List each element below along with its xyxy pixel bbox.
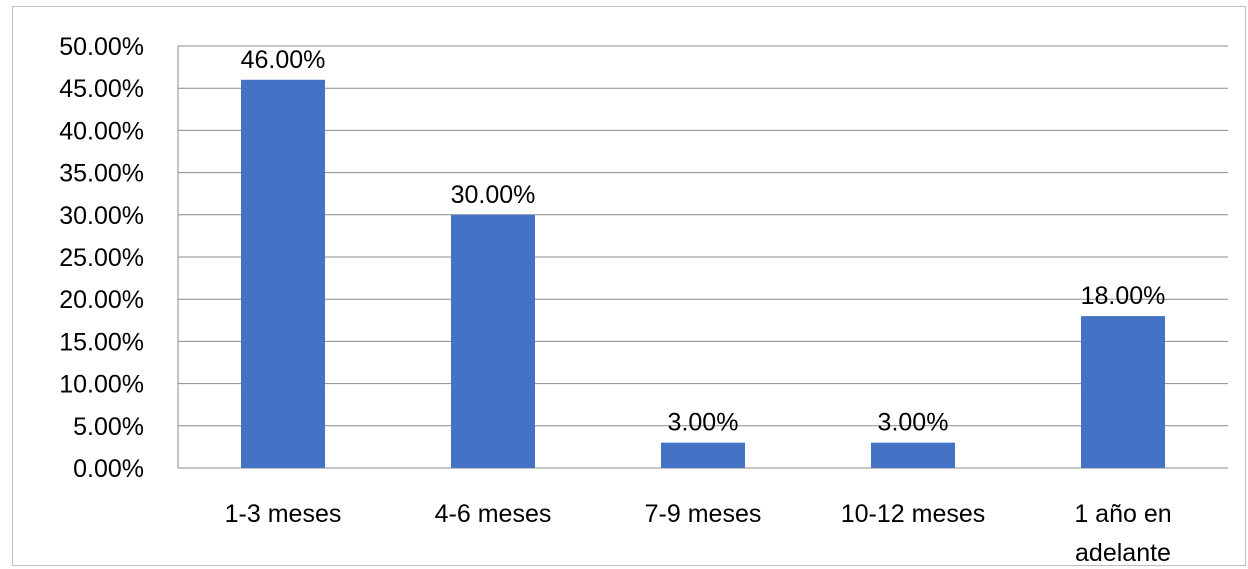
y-tick-label: 50.00% (59, 33, 144, 61)
x-tick-label: 10-12 meses (841, 500, 986, 528)
y-tick-label: 35.00% (59, 160, 144, 188)
y-tick-label: 30.00% (59, 202, 144, 230)
bar (451, 214, 535, 468)
bar (661, 442, 745, 468)
data-label: 3.00% (668, 409, 739, 437)
y-tick-label: 0.00% (73, 455, 144, 483)
y-tick-label: 10.00% (59, 371, 144, 399)
y-tick-label: 40.00% (59, 117, 144, 145)
x-tick-label: adelante (1075, 539, 1171, 567)
bar (241, 79, 325, 468)
y-tick-label: 5.00% (73, 413, 144, 441)
data-label: 46.00% (241, 46, 326, 74)
y-tick-label: 45.00% (59, 75, 144, 103)
bar (1081, 316, 1165, 468)
y-tick-label: 25.00% (59, 244, 144, 272)
chart-frame (12, 6, 1246, 566)
y-tick-label: 20.00% (59, 286, 144, 314)
x-tick-label: 1-3 meses (225, 500, 342, 528)
y-tick-label: 15.00% (59, 328, 144, 356)
data-label: 18.00% (1081, 282, 1166, 310)
x-tick-label: 1 año en (1074, 500, 1171, 528)
bar (871, 442, 955, 468)
data-label: 30.00% (451, 181, 536, 209)
x-tick-label: 7-9 meses (645, 500, 762, 528)
data-label: 3.00% (878, 409, 949, 437)
x-tick-label: 4-6 meses (435, 500, 552, 528)
